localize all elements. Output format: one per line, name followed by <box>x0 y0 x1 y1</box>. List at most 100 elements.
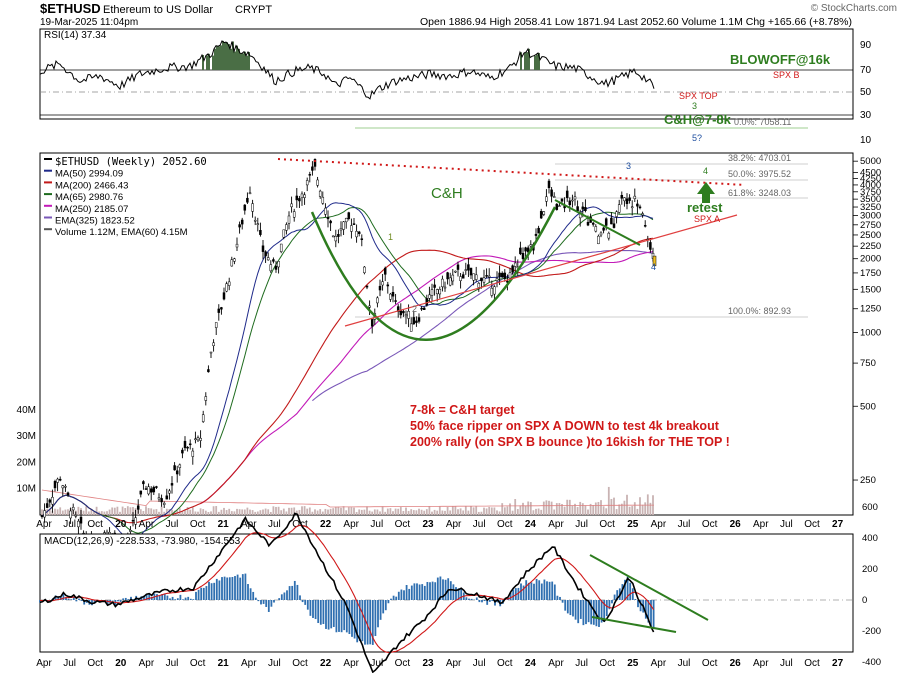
volume-bar <box>407 510 410 515</box>
candle-body <box>58 478 62 481</box>
volume-bar <box>191 507 194 515</box>
macd-histogram-bar <box>330 600 333 629</box>
volume-bar <box>233 511 236 515</box>
volume-bar <box>259 510 262 515</box>
macd-histogram-bar <box>322 600 325 625</box>
macd-histogram-bar <box>624 579 626 600</box>
macd-histogram-bar <box>585 600 587 625</box>
candle-body <box>279 243 283 252</box>
candle-body <box>311 166 314 171</box>
x-tick-label: Oct <box>292 658 308 669</box>
macd-histogram-bar <box>605 600 608 617</box>
candle-body <box>274 265 278 270</box>
macd-histogram-bar <box>455 587 457 600</box>
candle-body <box>339 228 343 231</box>
volume-bar <box>355 511 358 515</box>
candle-body <box>636 203 639 207</box>
volume-bar <box>532 510 535 515</box>
macd-histogram-bar <box>213 582 216 600</box>
volume-bar <box>186 507 189 515</box>
ma200-line <box>41 237 654 524</box>
candle-body <box>474 274 478 280</box>
macd-histogram-bar <box>387 600 390 604</box>
macd-panel: MACD(12,26,9) -228.533, -73.980, -154.55… <box>39 502 881 673</box>
x-tick-label: Apr <box>651 519 667 530</box>
macd-histogram-bar <box>577 600 580 624</box>
volume-bar <box>220 509 223 515</box>
x-tick-label: Oct <box>395 658 411 669</box>
volume-bar <box>581 503 584 515</box>
volume-bar <box>475 506 478 515</box>
macd-histogram-bar <box>561 600 564 603</box>
x-tick-label: 23 <box>422 519 434 530</box>
candle-body <box>290 203 293 208</box>
macd-histogram-bar <box>312 600 314 618</box>
candle-body <box>186 446 189 449</box>
x-tick-label: Apr <box>548 519 564 530</box>
candle-body <box>547 180 551 189</box>
volume-bar <box>618 504 621 515</box>
macd-histogram-bar <box>478 600 481 603</box>
macd-histogram-bar <box>416 583 418 600</box>
x-tick-label: 26 <box>730 658 742 669</box>
candle-body <box>433 284 436 288</box>
macd-histogram-bar <box>215 578 218 600</box>
volume-bar <box>639 497 641 515</box>
candle-body <box>256 223 260 225</box>
volume-bar <box>431 511 433 515</box>
macd-histogram-bar <box>59 596 62 600</box>
macd-histogram-bar <box>522 585 525 600</box>
volume-bar <box>280 510 283 515</box>
candle-body <box>602 227 605 231</box>
candle-body <box>534 233 538 236</box>
macd-histogram-bar <box>644 600 647 619</box>
volume-bar <box>93 511 95 515</box>
volume-bar <box>480 511 483 515</box>
x-tick-label: 25 <box>627 658 639 669</box>
spx-a-label: SPX A <box>694 214 720 224</box>
candle-body <box>428 294 431 299</box>
x-tick-label: Oct <box>497 658 513 669</box>
macd-histogram-bar <box>80 600 83 601</box>
volume-bar <box>116 506 119 515</box>
macd-histogram-bar <box>418 584 421 600</box>
macd-histogram-bar <box>496 600 499 603</box>
volume-bar <box>394 508 397 515</box>
volume-bar <box>459 508 462 515</box>
macd-histogram-bar <box>637 600 639 608</box>
candle-body <box>625 198 629 204</box>
x-tick-label: Oct <box>87 519 103 530</box>
volume-bar <box>155 509 158 515</box>
candle-body <box>277 261 280 268</box>
volume-bar <box>399 507 402 515</box>
volume-bar <box>194 511 197 515</box>
volume-bar <box>160 506 163 515</box>
price-tick-label: 2000 <box>860 254 881 265</box>
x-tick-label: Apr <box>753 658 769 669</box>
candle-body <box>599 232 603 236</box>
volume-bar <box>607 486 610 515</box>
macd-histogram-bar <box>439 576 442 600</box>
macd-histogram-bar <box>150 596 153 600</box>
volume-bar <box>373 509 376 515</box>
candle-body <box>363 266 366 274</box>
candle-body <box>347 212 351 219</box>
candle-body <box>329 220 332 224</box>
candle-body <box>360 238 364 240</box>
volume-bar <box>314 509 316 515</box>
volume-bar <box>332 508 335 515</box>
volume-bar <box>392 511 394 515</box>
x-tick-label: Apr <box>446 519 462 530</box>
volume-axis: 40M 30M 20M 10M <box>17 405 36 495</box>
cup-curve <box>310 206 557 341</box>
macd-histogram-bar <box>587 600 590 623</box>
macd-tick-label: 200 <box>862 564 878 575</box>
volume-bar <box>316 510 319 515</box>
macd-histogram-bar <box>143 595 145 600</box>
volume-bar <box>171 509 173 515</box>
volume-bar <box>558 503 561 515</box>
rsi-panel: RSI(14) 37.34 90 70 50 30 10 BLOWOFF@16k… <box>39 28 872 146</box>
x-tick-label: Apr <box>651 658 667 669</box>
price-tick-label: 3750 <box>860 187 881 198</box>
watermark: © StockCharts.com <box>811 3 897 14</box>
